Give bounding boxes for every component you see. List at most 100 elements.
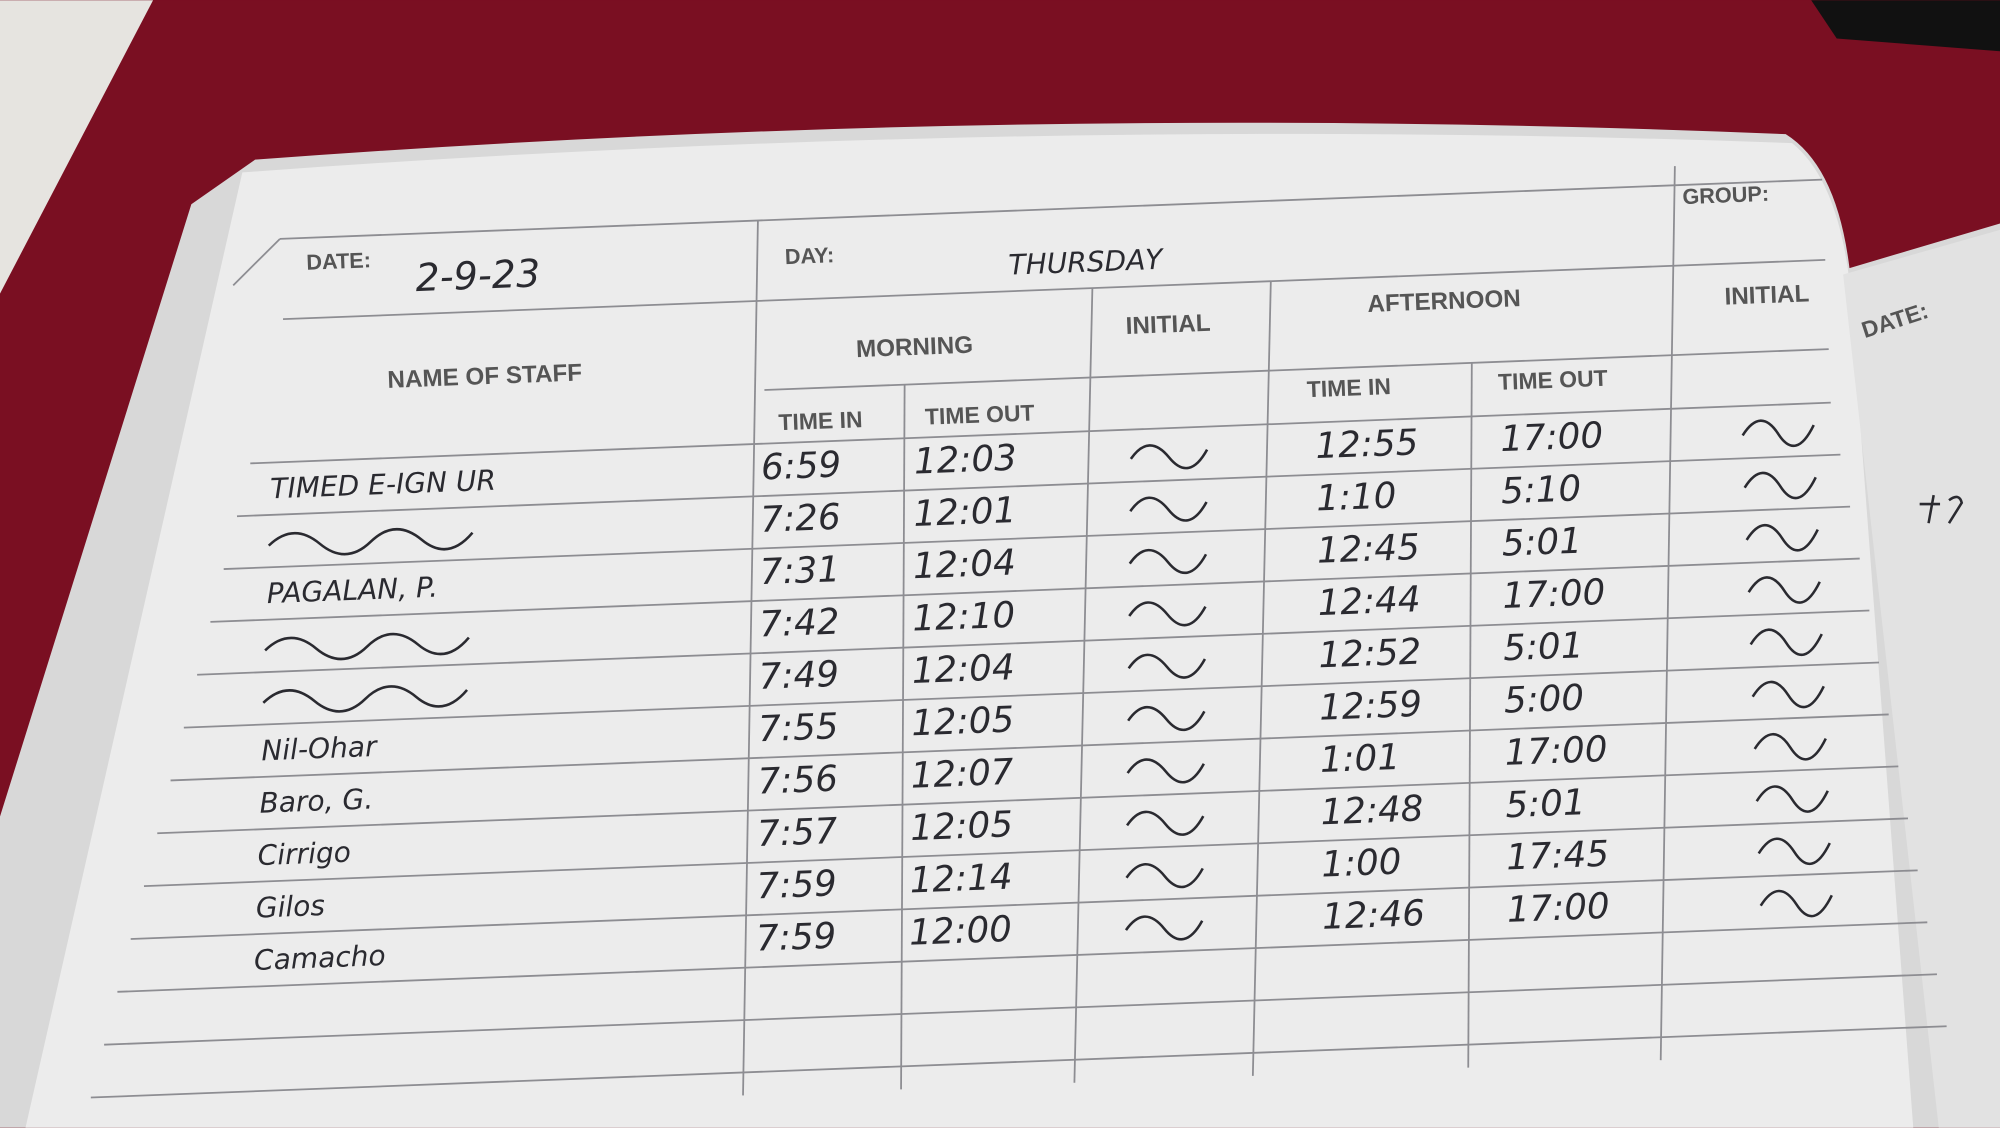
grid-line: [764, 348, 1829, 391]
initial-signature: [1753, 732, 1827, 761]
pm-time-in: 12:59: [1318, 684, 1422, 729]
staff-name: Cirrigo: [257, 836, 351, 873]
staff-name: Baro, G.: [259, 782, 374, 819]
column-line: [1251, 281, 1272, 1076]
column-line: [1073, 288, 1094, 1083]
column-line: [1659, 166, 1676, 1061]
initial-signature: [1747, 576, 1821, 604]
name-signature: [262, 685, 469, 713]
am-time-out: 12:04: [912, 542, 1016, 587]
grid-line: [279, 178, 1823, 240]
table-row: Camacho 7:59 12:00 12:46 17:00: [253, 886, 1833, 977]
col-afternoon: AFTERNOON: [1367, 285, 1521, 318]
left-page: [25, 133, 1914, 1128]
staff-name: Nil-Ohar: [261, 730, 379, 767]
initial-signature: [1129, 444, 1209, 470]
initial-signature: [1759, 889, 1833, 918]
pm-time-out: 17:45: [1505, 834, 1609, 879]
am-time-in: 7:56: [757, 759, 839, 803]
date-label: DATE:: [306, 247, 372, 274]
am-time-out: 12:03: [913, 438, 1017, 483]
staff-name: Camacho: [253, 939, 386, 977]
day-value: THURSDAY: [1008, 243, 1165, 282]
col-am-time-in: TIME IN: [778, 406, 863, 435]
initial-signature: [1127, 705, 1206, 731]
initial-signature: [1124, 915, 1204, 941]
am-time-in: 7:49: [758, 654, 840, 698]
am-time-out: 12:05: [910, 699, 1014, 744]
pm-time-out: 5:01: [1505, 782, 1587, 826]
row-line: [183, 661, 1880, 729]
am-time-out: 12:01: [913, 490, 1017, 535]
am-time-in: 7:57: [756, 811, 838, 855]
col-morning: MORNING: [856, 332, 974, 363]
day-label: DAY:: [784, 242, 834, 269]
staff-name: PAGALAN, P.: [266, 571, 438, 611]
initial-signature: [1751, 680, 1825, 709]
row-line: [117, 921, 1928, 993]
pm-time-in: 12:52: [1318, 631, 1422, 676]
am-time-in: 7:42: [759, 601, 841, 645]
pm-time-out: 5:10: [1500, 468, 1582, 512]
pm-time-in: 1:10: [1315, 475, 1397, 519]
initial-signature: [1126, 758, 1205, 784]
row-line: [143, 817, 1909, 888]
grid-line: [282, 259, 1826, 321]
staff-name: Gilos: [255, 889, 326, 925]
column-line: [742, 220, 759, 1096]
next-page-scribble: [1919, 494, 1964, 524]
table-row: 7:26 12:01 1:10 5:10: [267, 468, 1817, 556]
col-pm-time-in: TIME IN: [1306, 373, 1391, 402]
group-label: GROUP:: [1682, 181, 1770, 209]
dark-object: [1811, 0, 2000, 52]
initial-signature: [1749, 628, 1823, 656]
initial-signature: [1755, 785, 1829, 813]
pm-time-in: 12:48: [1320, 788, 1424, 833]
table-row: PAGALAN, P. 7:31 12:04 12:45 5:01: [266, 521, 1819, 611]
table-row: 7:49 12:04 12:52 5:01: [262, 625, 1823, 713]
row-line: [104, 973, 1937, 1046]
am-time-out: 12:07: [910, 752, 1015, 797]
am-time-out: 12:04: [911, 647, 1015, 692]
am-time-in: 7:59: [756, 863, 838, 907]
pm-time-in: 12:46: [1321, 893, 1425, 938]
table-row: 7:42 12:10 12:44 17:00: [264, 572, 1821, 661]
am-time-in: 6:59: [760, 444, 842, 488]
am-time-out: 12:05: [909, 804, 1013, 849]
row-line: [130, 869, 1918, 940]
am-time-in: 7:26: [760, 497, 842, 541]
column-line: [900, 384, 906, 1090]
pm-time-in: 12:45: [1316, 527, 1420, 572]
pm-time-out: 5:01: [1502, 625, 1584, 669]
initial-signature: [1125, 863, 1204, 889]
table-row: Cirrigo 7:57 12:05 12:48 5:01: [257, 782, 1829, 873]
column-line: [232, 238, 281, 286]
pm-time-out: 17:00: [1500, 415, 1604, 460]
initial-signature: [1745, 523, 1819, 552]
row-line: [157, 765, 1899, 835]
name-signature: [264, 632, 470, 661]
pm-time-out: 5:00: [1503, 678, 1585, 722]
date-value: 2-9-23: [415, 251, 542, 301]
col-pm-time-out: TIME OUT: [1498, 365, 1609, 395]
initial-signature: [1126, 810, 1205, 836]
pm-time-in: 12:55: [1315, 422, 1419, 467]
table-row: Nil-Ohar 7:55 12:05 12:59 5:00: [261, 678, 1825, 767]
pm-time-out: 17:00: [1504, 729, 1608, 774]
am-time-out: 12:10: [912, 595, 1016, 640]
initial-signature: [1129, 496, 1208, 522]
table-row: Baro, G. 7:56 12:07 1:01 17:00: [259, 729, 1827, 820]
initial-signature: [1128, 601, 1207, 627]
table-row: Gilos 7:59 12:14 1:00 17:45: [255, 834, 1831, 925]
col-initial-2: INITIAL: [1724, 280, 1810, 310]
am-time-in: 7:31: [759, 549, 841, 593]
initial-signature: [1128, 548, 1208, 574]
attendance-table: DATE: 2-9-23 DAY: THURSDAY GROUP: NAME O…: [90, 166, 1947, 1099]
am-time-out: 12:14: [909, 857, 1013, 902]
initial-signature: [1757, 837, 1831, 865]
row-line: [236, 453, 1841, 518]
name-signature: [267, 527, 474, 556]
row-line: [170, 713, 1889, 782]
col-initial: INITIAL: [1125, 310, 1211, 340]
